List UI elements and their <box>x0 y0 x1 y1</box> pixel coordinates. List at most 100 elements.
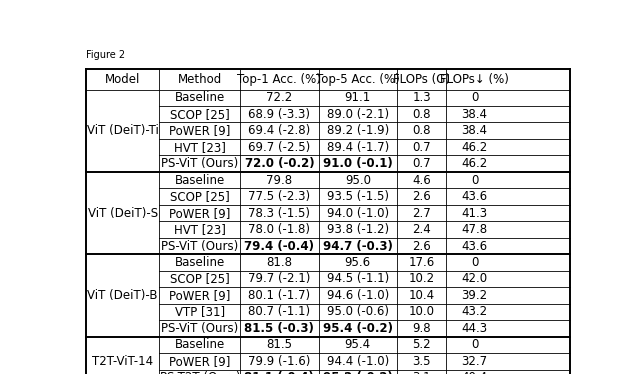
Text: 0.7: 0.7 <box>412 157 431 170</box>
Text: 81.5: 81.5 <box>266 338 292 351</box>
Text: 9.8: 9.8 <box>412 322 431 335</box>
Text: ViT (DeiT)-Ti: ViT (DeiT)-Ti <box>86 124 159 137</box>
Text: Baseline: Baseline <box>175 338 225 351</box>
Text: SCOP [25]: SCOP [25] <box>170 108 230 121</box>
Text: 72.0 (-0.2): 72.0 (-0.2) <box>244 157 314 170</box>
Text: 94.7 (-0.3): 94.7 (-0.3) <box>323 239 393 252</box>
Text: Method: Method <box>178 73 222 86</box>
Text: 43.6: 43.6 <box>461 239 488 252</box>
Text: FLOPs↓ (%): FLOPs↓ (%) <box>440 73 509 86</box>
Text: 69.7 (-2.5): 69.7 (-2.5) <box>248 141 310 154</box>
Text: 0: 0 <box>471 338 478 351</box>
Text: 3.1: 3.1 <box>412 371 431 374</box>
Text: 10.4: 10.4 <box>408 289 435 302</box>
Text: Baseline: Baseline <box>175 91 225 104</box>
Text: VTP [31]: VTP [31] <box>175 306 225 318</box>
Text: 69.4 (-2.8): 69.4 (-2.8) <box>248 124 310 137</box>
Text: Top-1 Acc. (%): Top-1 Acc. (%) <box>237 73 321 86</box>
Text: 5.2: 5.2 <box>412 338 431 351</box>
Text: 77.5 (-2.3): 77.5 (-2.3) <box>248 190 310 203</box>
Text: PoWER [9]: PoWER [9] <box>169 206 230 220</box>
Text: 79.8: 79.8 <box>266 174 292 187</box>
Text: 43.2: 43.2 <box>461 306 488 318</box>
Text: 95.4 (-0.2): 95.4 (-0.2) <box>323 322 393 335</box>
Text: 78.0 (-1.8): 78.0 (-1.8) <box>248 223 310 236</box>
Text: 0.7: 0.7 <box>412 141 431 154</box>
Text: PoWER [9]: PoWER [9] <box>169 289 230 302</box>
Text: 32.7: 32.7 <box>461 355 488 368</box>
Text: FLOPs (G): FLOPs (G) <box>393 73 450 86</box>
Text: 95.0 (-0.6): 95.0 (-0.6) <box>327 306 388 318</box>
Text: 93.5 (-1.5): 93.5 (-1.5) <box>327 190 388 203</box>
Text: 2.6: 2.6 <box>412 239 431 252</box>
Text: Baseline: Baseline <box>175 256 225 269</box>
Text: Baseline: Baseline <box>175 174 225 187</box>
Text: 72.2: 72.2 <box>266 91 292 104</box>
Text: PS-T2T (Ours): PS-T2T (Ours) <box>159 371 240 374</box>
Text: 2.6: 2.6 <box>412 190 431 203</box>
Text: 95.0: 95.0 <box>345 174 371 187</box>
Text: 38.4: 38.4 <box>461 124 488 137</box>
Text: 41.3: 41.3 <box>461 206 488 220</box>
Text: 46.2: 46.2 <box>461 141 488 154</box>
Text: 68.9 (-3.3): 68.9 (-3.3) <box>248 108 310 121</box>
Text: 2.7: 2.7 <box>412 206 431 220</box>
Text: 89.4 (-1.7): 89.4 (-1.7) <box>326 141 389 154</box>
Text: 17.6: 17.6 <box>408 256 435 269</box>
Text: 38.4: 38.4 <box>461 108 488 121</box>
Text: 46.2: 46.2 <box>461 157 488 170</box>
Text: 89.0 (-2.1): 89.0 (-2.1) <box>326 108 389 121</box>
Text: ViT (DeiT)-B: ViT (DeiT)-B <box>88 289 158 302</box>
Text: 40.4: 40.4 <box>461 371 488 374</box>
Text: 93.8 (-1.2): 93.8 (-1.2) <box>326 223 389 236</box>
Text: 81.8: 81.8 <box>266 256 292 269</box>
Text: 94.0 (-1.0): 94.0 (-1.0) <box>326 206 389 220</box>
Text: 95.2 (-0.2): 95.2 (-0.2) <box>323 371 393 374</box>
Text: 91.0 (-0.1): 91.0 (-0.1) <box>323 157 392 170</box>
Text: PoWER [9]: PoWER [9] <box>169 355 230 368</box>
Text: 10.2: 10.2 <box>408 272 435 285</box>
Text: 42.0: 42.0 <box>461 272 488 285</box>
Text: PS-ViT (Ours): PS-ViT (Ours) <box>161 157 239 170</box>
Text: 95.6: 95.6 <box>345 256 371 269</box>
Text: 43.6: 43.6 <box>461 190 488 203</box>
Text: 0: 0 <box>471 256 478 269</box>
Text: 4.6: 4.6 <box>412 174 431 187</box>
Text: 47.8: 47.8 <box>461 223 488 236</box>
Text: PS-ViT (Ours): PS-ViT (Ours) <box>161 322 239 335</box>
Text: SCOP [25]: SCOP [25] <box>170 190 230 203</box>
Text: 0.8: 0.8 <box>412 124 431 137</box>
Text: HVT [23]: HVT [23] <box>174 141 226 154</box>
Text: 80.1 (-1.7): 80.1 (-1.7) <box>248 289 310 302</box>
Text: Model: Model <box>105 73 140 86</box>
Text: 95.4: 95.4 <box>345 338 371 351</box>
Text: 81.1 (-0.4): 81.1 (-0.4) <box>244 371 314 374</box>
Text: 2.4: 2.4 <box>412 223 431 236</box>
Text: 89.2 (-1.9): 89.2 (-1.9) <box>326 124 389 137</box>
Text: 0: 0 <box>471 91 478 104</box>
Text: 10.0: 10.0 <box>408 306 435 318</box>
Text: 94.4 (-1.0): 94.4 (-1.0) <box>326 355 389 368</box>
Text: 0.8: 0.8 <box>412 108 431 121</box>
Text: 78.3 (-1.5): 78.3 (-1.5) <box>248 206 310 220</box>
Text: PoWER [9]: PoWER [9] <box>169 124 230 137</box>
Text: 1.3: 1.3 <box>412 91 431 104</box>
Text: 94.5 (-1.1): 94.5 (-1.1) <box>326 272 389 285</box>
Text: 3.5: 3.5 <box>412 355 431 368</box>
Text: 80.7 (-1.1): 80.7 (-1.1) <box>248 306 310 318</box>
Text: Top-5 Acc. (%): Top-5 Acc. (%) <box>316 73 399 86</box>
Text: 91.1: 91.1 <box>344 91 371 104</box>
Text: 0: 0 <box>471 174 478 187</box>
Text: 94.6 (-1.0): 94.6 (-1.0) <box>326 289 389 302</box>
Text: 39.2: 39.2 <box>461 289 488 302</box>
Text: T2T-ViT-14: T2T-ViT-14 <box>92 355 153 368</box>
Text: 81.5 (-0.3): 81.5 (-0.3) <box>244 322 314 335</box>
Text: SCOP [25]: SCOP [25] <box>170 272 230 285</box>
Text: 79.4 (-0.4): 79.4 (-0.4) <box>244 239 314 252</box>
Text: HVT [23]: HVT [23] <box>174 223 226 236</box>
Text: PS-ViT (Ours): PS-ViT (Ours) <box>161 239 239 252</box>
Text: Figure 2: Figure 2 <box>86 50 125 60</box>
Text: 79.9 (-1.6): 79.9 (-1.6) <box>248 355 310 368</box>
Text: 79.7 (-2.1): 79.7 (-2.1) <box>248 272 310 285</box>
Text: 44.3: 44.3 <box>461 322 488 335</box>
